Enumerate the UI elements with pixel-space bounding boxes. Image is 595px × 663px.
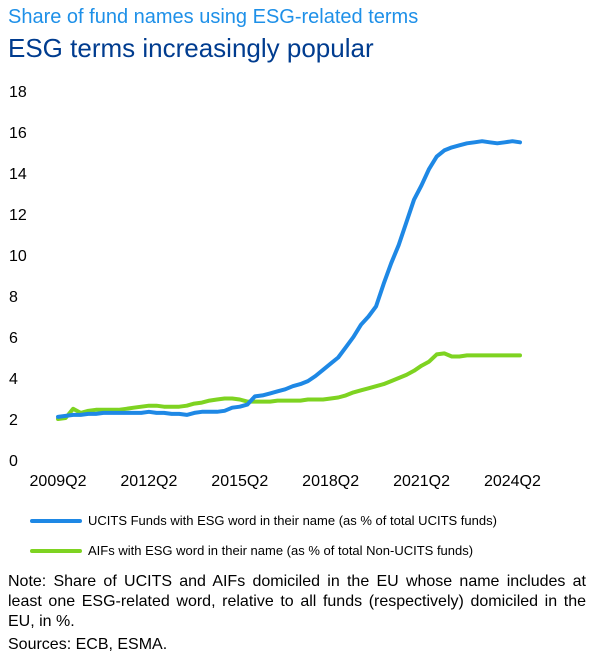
legend-swatch-aifs <box>30 548 82 553</box>
series-line-aifs <box>56 351 522 421</box>
y-tick-label: 10 <box>9 248 27 265</box>
x-tick-label: 2018Q2 <box>302 473 359 490</box>
y-tick-label: 16 <box>9 125 27 142</box>
legend-swatch-ucits <box>30 518 82 523</box>
series-line-ucits <box>56 139 522 419</box>
legend-item-ucits: UCITS Funds with ESG word in their name … <box>30 513 497 528</box>
y-tick-label: 4 <box>9 371 18 388</box>
y-tick-label: 14 <box>9 166 27 183</box>
line-chart: 0 2 4 6 8 10 12 14 16 18 2009Q2 2012Q2 2015Q2 2018Q2… <box>9 84 541 490</box>
chart-sources: Sources: ECB, ESMA. <box>8 636 168 653</box>
series-lines <box>56 139 522 421</box>
y-tick-label: 6 <box>9 330 18 347</box>
x-tick-label: 2015Q2 <box>211 473 268 490</box>
y-tick-label: 2 <box>9 412 18 429</box>
chart-title: Share of fund names using ESG-related te… <box>8 6 419 28</box>
legend-label-aifs: AIFs with ESG word in their name (as % o… <box>88 543 474 558</box>
chart-note: Note: Share of UCITS and AIFs domiciled … <box>8 573 586 630</box>
x-tick-label: 2021Q2 <box>393 473 450 490</box>
x-axis-ticks: 2009Q2 2012Q2 2015Q2 2018Q2 2021Q2 2024Q2 <box>30 473 541 490</box>
y-axis-ticks: 0 2 4 6 8 10 12 14 16 18 <box>9 84 27 470</box>
legend-item-aifs: AIFs with ESG word in their name (as % o… <box>30 543 473 558</box>
legend-label-ucits: UCITS Funds with ESG word in their name … <box>88 513 497 528</box>
y-tick-label: 8 <box>9 289 18 306</box>
chart-subtitle: ESG terms increasingly popular <box>8 33 374 63</box>
y-tick-label: 0 <box>9 453 18 470</box>
y-tick-label: 18 <box>9 84 27 101</box>
y-tick-label: 12 <box>9 207 27 224</box>
x-tick-label: 2024Q2 <box>484 473 541 490</box>
x-tick-label: 2012Q2 <box>120 473 177 490</box>
x-tick-label: 2009Q2 <box>30 473 87 490</box>
